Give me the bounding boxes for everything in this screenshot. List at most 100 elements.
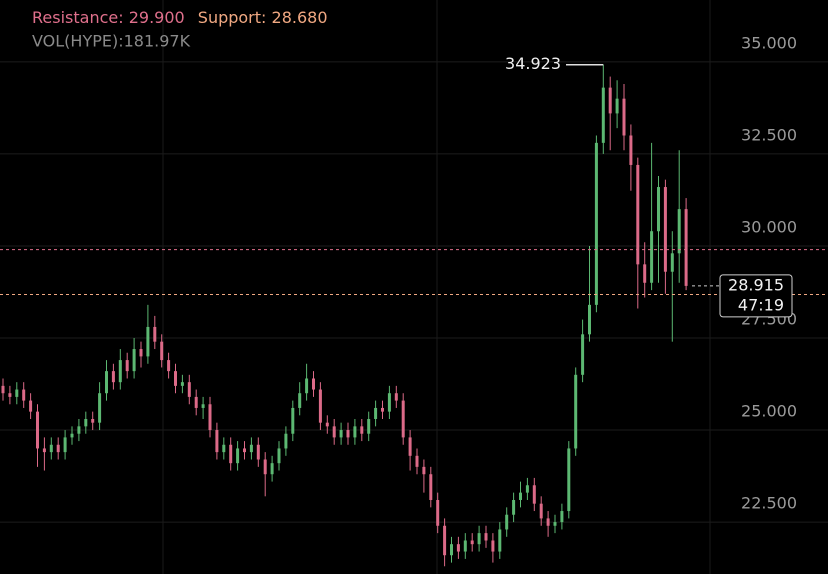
candle-body [194,396,198,408]
candle-body [42,448,46,453]
candle-body [401,400,405,438]
y-tick-label: 30.000 [741,217,797,236]
candle-body [601,87,605,143]
y-tick-label: 22.500 [741,494,797,513]
candle-body [332,426,336,438]
candle-body [415,455,419,467]
volume-label: VOL(HYPE):181.97K [32,32,191,51]
candle-body [408,437,412,456]
candle-body [353,426,357,438]
candle-body [215,430,219,453]
candle-body [463,540,467,552]
candle-body [512,499,516,515]
candle-body [139,349,143,357]
candle-body [160,341,164,361]
candle-body [208,404,212,431]
candle-body [560,511,564,523]
candle-body [677,209,681,254]
candle-body [325,422,329,427]
candle-body [443,525,447,556]
candle-body [629,135,633,165]
candle-body [180,382,184,386]
candle-body [77,426,81,434]
last-price-box [719,274,793,318]
candle-body [450,544,453,556]
resistance-value: 29.900 [129,8,185,27]
candle-body [1,385,5,394]
candle-body [532,485,536,504]
candle-body [567,448,571,512]
candle-body [105,371,108,394]
candle-body [291,407,295,434]
indicator-legend: Resistance: 29.900 Support: 28.680 [32,8,328,27]
candle-body [236,448,240,464]
candle-body [318,389,322,423]
support-value: 28.680 [272,8,328,27]
candle-body [167,360,171,372]
candle-body [63,437,67,453]
candle-body [498,529,502,552]
candle-body [98,393,102,423]
candle-body [574,374,578,449]
candle-body [374,407,378,419]
candle-body [360,426,364,434]
candle-body [36,411,39,449]
candle-body [663,187,667,272]
countdown-label: 47:19 [738,295,784,314]
candle-body [111,371,115,383]
candle-body [118,360,122,383]
candle-body [581,334,585,375]
candle-body [588,304,591,335]
candle-body [519,492,522,500]
candle-body [49,444,53,453]
candle-body [381,407,384,412]
candle-body [546,518,550,526]
candle-body [201,404,205,408]
support-label: Support: [198,8,267,27]
candle-body [125,360,129,372]
candle-body [298,393,302,408]
candle-body [387,393,391,412]
candle-body [525,485,529,493]
candle-body [491,540,495,552]
candle-body [56,444,60,453]
candle-body [594,142,598,305]
candle-body [15,389,19,397]
candle-body [174,371,177,386]
candle-body [367,418,371,434]
candle-body [608,87,612,114]
candle-body [429,474,433,500]
candle-body [70,433,74,438]
high-annotation: 34.923 [505,54,561,73]
candle-body [229,444,233,464]
candle-body [470,540,474,545]
candle-body [615,98,619,114]
candle-body [477,533,481,545]
candle-body [305,378,309,394]
candle-body [29,400,33,412]
resistance-label: Resistance: [32,8,124,27]
candle-body [222,444,226,453]
candle-body [505,514,509,530]
candle-body [277,448,281,464]
candle-body [636,164,640,265]
candle-body [553,522,557,526]
candle-body [456,544,460,552]
candle-body [22,389,26,401]
candle-body [657,187,660,232]
candle-body [153,326,157,342]
last-price-label: 28.915 [728,275,784,294]
y-tick-label: 32.500 [741,125,797,144]
candle-body [539,503,543,519]
candle-body [249,444,253,453]
candle-body [422,466,426,475]
candle-body [622,98,626,136]
candle-body [284,433,288,449]
candle-body [91,418,95,423]
y-tick-label: 35.000 [741,33,797,52]
candle-body [84,418,88,427]
candle-body [243,448,246,453]
candle-body [650,231,654,283]
candle-body [270,463,274,475]
